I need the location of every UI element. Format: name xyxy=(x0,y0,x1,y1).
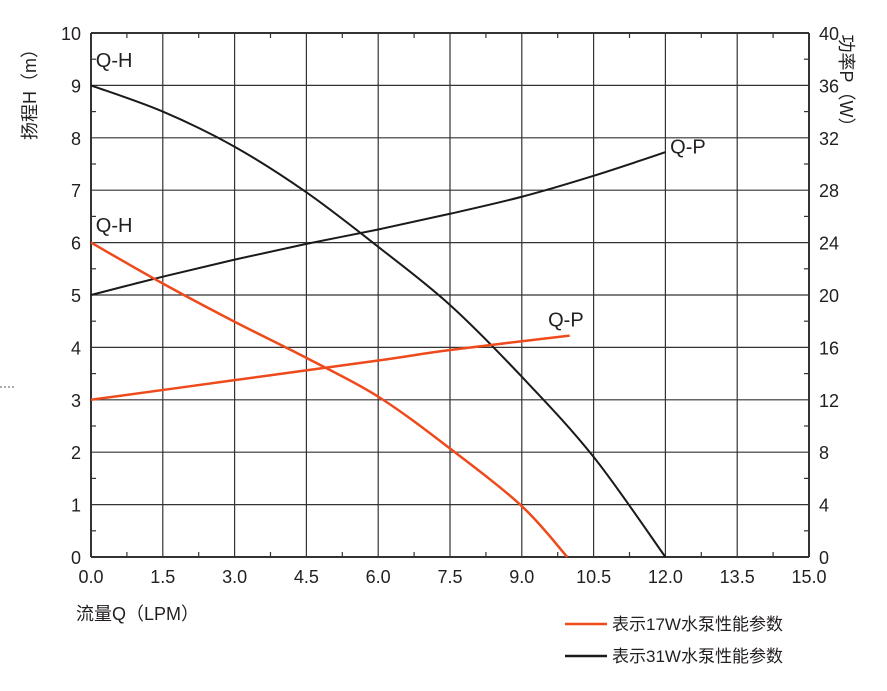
y2-tick-label: 24 xyxy=(819,234,839,254)
x-tick-label: 15.0 xyxy=(791,567,826,587)
curve-label: Q-P xyxy=(548,309,584,331)
y-tick-label: 4 xyxy=(71,338,81,358)
y2-tick-label: 4 xyxy=(819,496,829,516)
y2-tick-label: 0 xyxy=(819,548,829,568)
y2-tick-label: 16 xyxy=(819,338,839,358)
y2-tick-label: 20 xyxy=(819,286,839,306)
x-tick-label: 3.0 xyxy=(222,567,247,587)
y2-axis-label: 功率P（W） xyxy=(836,35,856,136)
x-axis-label: 流量Q（LPM） xyxy=(76,604,199,624)
legend: 表示17W水泵性能参数 表示31W水泵性能参数 xyxy=(565,615,783,666)
x-tick-label: 0.0 xyxy=(78,567,103,587)
y2-tick-label: 8 xyxy=(819,443,829,463)
y-tick-label: 3 xyxy=(71,391,81,411)
y-tick-label: 9 xyxy=(71,76,81,96)
y2-tick-label: 12 xyxy=(819,391,839,411)
curve-label: Q-H xyxy=(96,50,133,72)
x-tick-label: 12.0 xyxy=(648,567,683,587)
y2-tick-label: 40 xyxy=(819,24,839,44)
y-tick-label: 6 xyxy=(71,234,81,254)
x-tick-label: 4.5 xyxy=(294,567,319,587)
curve-label: Q-P xyxy=(670,137,706,159)
y-tick-label: 2 xyxy=(71,443,81,463)
curve-annotations: Q-H Q-H Q-P Q-P xyxy=(96,50,706,331)
series-q-h-31w xyxy=(90,84,667,558)
x-tick-label: 9.0 xyxy=(509,567,534,587)
x-tick-label: 6.0 xyxy=(366,567,391,587)
y-tick-label: 10 xyxy=(61,24,81,44)
series-q-p-17w xyxy=(90,334,570,402)
y-tick-label: 1 xyxy=(71,496,81,516)
y2-tick-label: 28 xyxy=(819,181,839,201)
tick-labels: 0.0 1.5 3.0 4.5 6.0 7.5 9.0 10.5 12.0 13.5 15.00 01… xyxy=(61,24,839,587)
legend-label-31w: 表示31W水泵性能参数 xyxy=(612,647,783,666)
y-tick-label: 8 xyxy=(71,129,81,149)
x-tick-label: 10.5 xyxy=(576,567,611,587)
curve-label: Q-H xyxy=(96,215,133,237)
y-tick-label: 0 xyxy=(71,548,81,568)
y-axis-label: 扬程H（m） xyxy=(20,40,40,140)
series-q-h-17w xyxy=(90,241,569,558)
y-tick-label: 5 xyxy=(71,286,81,306)
series-q-p-31w xyxy=(90,151,666,296)
x-tick-label: 7.5 xyxy=(437,567,462,587)
grid xyxy=(90,32,810,558)
legend-label-17w: 表示17W水泵性能参数 xyxy=(612,615,783,634)
axis-ticks xyxy=(91,33,809,557)
x-tick-label: 1.5 xyxy=(150,567,175,587)
series-lines xyxy=(90,84,667,558)
y-tick-label: 7 xyxy=(71,181,81,201)
y2-tick-label: 36 xyxy=(819,76,839,96)
x-tick-label: 13.5 xyxy=(720,567,755,587)
y2-tick-label: 32 xyxy=(819,129,839,149)
